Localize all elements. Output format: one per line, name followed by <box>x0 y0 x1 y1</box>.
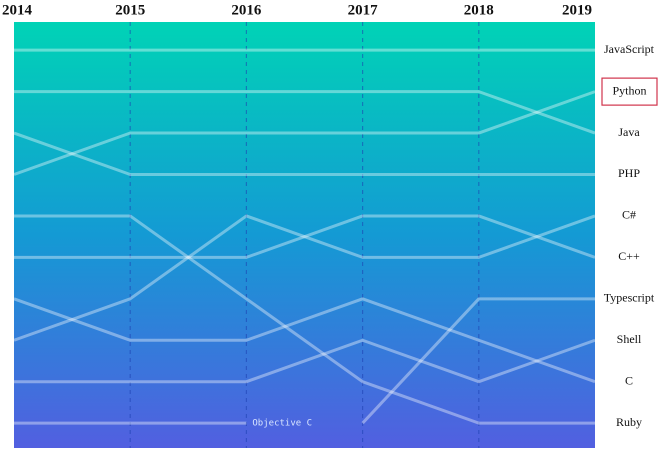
series-label: C <box>625 373 633 387</box>
plot-background <box>14 22 595 448</box>
x-tick-label: 2014 <box>2 2 33 18</box>
rank-line <box>14 214 595 425</box>
rank-line <box>361 297 595 425</box>
series-label: Objective C <box>252 419 312 429</box>
rank-line <box>13 131 595 176</box>
series-label: Java <box>618 125 640 139</box>
series-label: JavaScript <box>604 42 655 56</box>
rank-line <box>13 214 596 342</box>
x-tick-label: 2018 <box>464 2 494 18</box>
series-label: PHP <box>618 166 640 180</box>
x-tick-label: 2019 <box>562 2 592 18</box>
series-label: C# <box>622 208 636 222</box>
x-tick-label: 2015 <box>115 2 145 18</box>
series-label: Shell <box>617 332 642 346</box>
rank-line <box>13 90 596 176</box>
rank-line <box>13 297 596 384</box>
rank-line <box>14 214 596 259</box>
series-label: C++ <box>618 249 640 263</box>
x-tick-label: 2017 <box>348 2 379 18</box>
rank-line <box>14 90 596 135</box>
highlight-box <box>601 77 658 106</box>
series-label: Typescript <box>604 291 655 305</box>
rank-line <box>14 338 596 384</box>
x-tick-label: 2016 <box>231 2 262 18</box>
series-label: Ruby <box>616 415 642 429</box>
series-label: Python <box>612 83 646 97</box>
